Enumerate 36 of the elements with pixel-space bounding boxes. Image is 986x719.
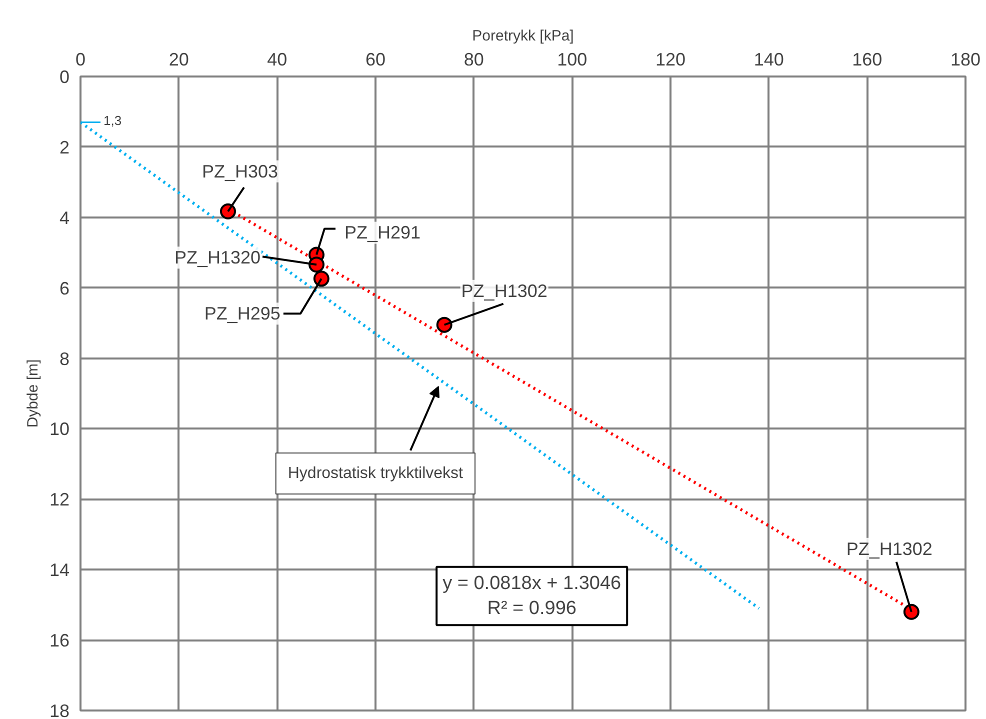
y-tick-label: 18 xyxy=(49,701,70,719)
point xyxy=(220,203,236,220)
x-axis-title: Poretrykk [kPa] xyxy=(472,28,574,44)
annotation: PZ_H1320 xyxy=(174,248,261,268)
point xyxy=(903,604,920,620)
y-tick-label: 4 xyxy=(59,208,70,228)
x-tick-label: 180 xyxy=(950,50,981,70)
x-tick-label: 160 xyxy=(852,50,882,70)
x-tick-label: 20 xyxy=(168,50,189,70)
annotation: PZ_H303 xyxy=(202,161,278,182)
y-tick-label: 0 xyxy=(59,67,70,87)
x-tick-label: 140 xyxy=(754,50,784,70)
point xyxy=(436,316,452,333)
y-tick-label: 8 xyxy=(59,348,70,369)
x-tick-label: 0 xyxy=(75,50,86,70)
annotation: 1,3 xyxy=(104,112,122,128)
y-tick-label: 10 xyxy=(49,419,70,440)
annotation: PZ_H1302 xyxy=(846,538,932,559)
x-tick-label: 60 xyxy=(365,50,386,70)
annotation: PZ_H1302 xyxy=(461,280,548,301)
annotation: y = 0.0818x + 1.3046 R² = 0.996 xyxy=(442,572,622,620)
x-tick-label: 40 xyxy=(267,50,288,70)
x-tick-label: 120 xyxy=(655,50,686,70)
y-tick-label: 6 xyxy=(59,278,70,298)
point xyxy=(313,270,330,287)
y-tick-label: 16 xyxy=(49,630,70,651)
annotation: PZ_H291 xyxy=(344,222,421,243)
point xyxy=(308,256,324,273)
y-tick-label: 2 xyxy=(59,137,70,158)
x-tick-label: 80 xyxy=(464,50,484,70)
x-tick-label: 100 xyxy=(557,50,588,70)
y-tick-label: 14 xyxy=(49,560,70,580)
y-axis-title: Dybde [m] xyxy=(24,359,42,428)
annotation: PZ_H295 xyxy=(204,304,280,324)
annotation: Hydrostatisk trykktilvekst xyxy=(288,464,464,482)
y-tick-label: 12 xyxy=(49,490,70,510)
